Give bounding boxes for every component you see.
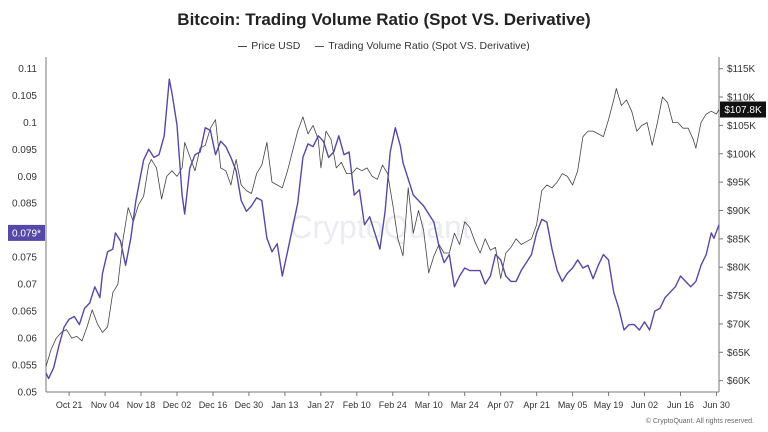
ratio-series-line [45, 78, 720, 380]
y-right-tick-label: $65K [727, 348, 751, 359]
x-tick-label: Nov 18 [127, 400, 156, 410]
x-tick-label: May 05 [558, 400, 588, 410]
y-right-tick-label: $105K [727, 121, 756, 132]
x-tick-label: Jan 27 [307, 400, 334, 410]
legend-swatch-ratio [315, 45, 325, 47]
price-series-line [45, 88, 720, 367]
y-right-tick-label: $115K [727, 64, 756, 75]
x-tick-label: Apr 07 [487, 400, 514, 410]
y-right-tick-label: $80K [727, 263, 751, 274]
x-tick-label: Jun 02 [631, 400, 658, 410]
legend-swatch-price [238, 45, 248, 47]
x-tick-label: Jun 30 [703, 400, 730, 410]
price-last-value-badge [720, 101, 766, 118]
x-tick-label: Dec 02 [163, 400, 192, 410]
x-tick-label: Feb 24 [379, 400, 407, 410]
x-tick-label: Jun 16 [667, 400, 694, 410]
y-left-tick-label: 0.065 [12, 307, 37, 318]
x-tick-label: Mar 10 [415, 400, 443, 410]
x-tick-label: Dec 16 [199, 400, 228, 410]
x-tick-label: Apr 21 [523, 400, 550, 410]
y-left-tick-label: 0.075 [12, 253, 37, 264]
chart-title: Bitcoin: Trading Volume Ratio (Spot VS. … [177, 10, 591, 29]
watermark-text: CryptoQuant [289, 209, 471, 245]
y-left-tick-label: 0.105 [12, 91, 37, 102]
x-tick-label: May 19 [594, 400, 624, 410]
price-last-value-label: $107.8K [724, 105, 762, 116]
y-left-tick-label: 0.095 [12, 145, 37, 156]
y-right-tick-label: $75K [727, 291, 751, 302]
x-tick-label: Mar 24 [451, 400, 479, 410]
watermark: CryptoQuant [289, 209, 471, 245]
y-right-tick-label: $110K [727, 93, 756, 104]
y-left-tick-label: 0.09 [18, 172, 38, 183]
ratio-last-value-badge [8, 224, 45, 241]
y-right-tick-label: $95K [727, 178, 751, 189]
x-tick-label: Oct 21 [56, 400, 83, 410]
y-right-tick-label: $85K [727, 234, 751, 245]
legend: Price USD Trading Volume Ratio (Spot VS.… [0, 38, 768, 52]
copyright-text: © CryptoQuant. All rights reserved. [645, 418, 754, 425]
y-right-tick-label: $70K [727, 319, 751, 330]
axes: 0.050.0550.060.0650.070.0750.080.0850.09… [12, 57, 756, 410]
y-left-tick-label: 0.06 [18, 334, 38, 345]
x-tick-label: Nov 04 [91, 400, 120, 410]
ratio-last-value-label: 0.079* [12, 228, 41, 239]
y-left-tick-label: 0.11 [18, 64, 37, 75]
x-tick-label: Jan 13 [271, 400, 298, 410]
legend-label-price: Price USD [251, 40, 301, 53]
value-badges: 0.079* $107.8K [8, 101, 766, 241]
y-left-tick-label: 0.1 [23, 118, 37, 129]
legend-item-price[interactable]: Price USD [238, 40, 300, 52]
legend-label-ratio: Trading Volume Ratio (Spot VS. Derivativ… [328, 40, 530, 53]
y-right-tick-label: $60K [727, 376, 751, 387]
y-left-tick-label: 0.085 [12, 199, 37, 210]
series-lines [45, 78, 720, 380]
y-left-tick-label: 0.07 [18, 280, 38, 291]
x-tick-label: Feb 10 [343, 400, 371, 410]
y-left-tick-label: 0.055 [12, 361, 37, 372]
y-right-tick-label: $90K [727, 206, 751, 217]
x-tick-label: Dec 30 [235, 400, 264, 410]
y-right-tick-label: $100K [727, 149, 756, 160]
legend-item-ratio[interactable]: Trading Volume Ratio (Spot VS. Derivativ… [315, 40, 530, 52]
y-left-tick-label: 0.05 [18, 388, 38, 399]
